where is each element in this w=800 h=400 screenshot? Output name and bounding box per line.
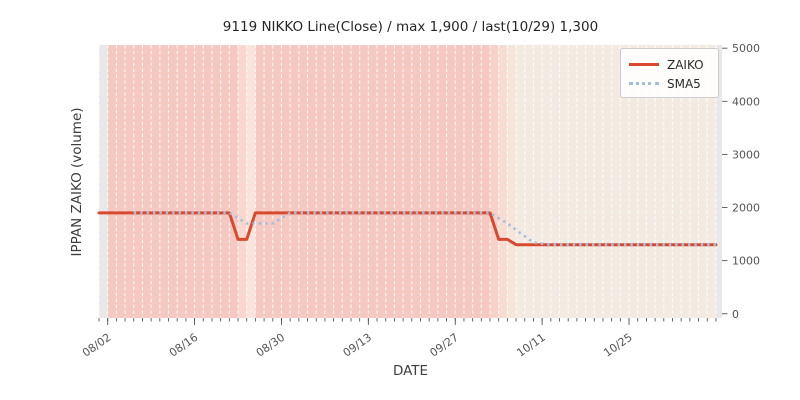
y-tick-label: 1000 bbox=[732, 255, 760, 268]
legend-label-zaiko: ZAIKO bbox=[667, 57, 704, 72]
legend-label-sma5: SMA5 bbox=[667, 76, 701, 91]
bg-band bbox=[246, 45, 256, 318]
bg-band bbox=[107, 45, 239, 318]
y-axis-label-text: IPPAN ZAIKO (volume) bbox=[69, 107, 85, 257]
legend-item-sma5: SMA5 bbox=[629, 75, 710, 93]
x-tick-label: 08/30 bbox=[254, 331, 287, 360]
y-tick-label: 3000 bbox=[732, 148, 760, 161]
x-tick-label: 10/11 bbox=[514, 331, 547, 360]
x-axis-label: DATE bbox=[392, 363, 429, 379]
bg-band bbox=[490, 45, 499, 318]
x-tick-label: 09/13 bbox=[341, 331, 374, 360]
bg-band bbox=[99, 45, 108, 318]
chart-title: 9119 NIKKO Line(Close) / max 1,900 / las… bbox=[222, 19, 599, 35]
y-tick-label: 2000 bbox=[732, 202, 760, 215]
bg-band bbox=[507, 45, 517, 318]
x-tick-label: 10/25 bbox=[601, 331, 634, 360]
x-tick-label: 08/02 bbox=[80, 331, 113, 360]
y-tick-label: 0 bbox=[732, 308, 739, 321]
bg-band bbox=[255, 45, 491, 318]
zaiko-line-sample-icon bbox=[629, 63, 659, 66]
y-tick-label: 5000 bbox=[732, 42, 760, 55]
x-tick-label: 08/16 bbox=[167, 331, 200, 360]
bg-band bbox=[238, 45, 247, 318]
legend: ZAIKO SMA5 bbox=[620, 48, 719, 98]
bg-band bbox=[715, 45, 722, 318]
y-tick-label: 4000 bbox=[732, 95, 760, 108]
bg-band bbox=[498, 45, 508, 318]
sma5-line bbox=[133, 211, 716, 247]
sma5-line-sample-icon bbox=[629, 82, 659, 85]
x-tick-label: 09/27 bbox=[428, 331, 461, 360]
legend-item-zaiko: ZAIKO bbox=[629, 56, 710, 74]
